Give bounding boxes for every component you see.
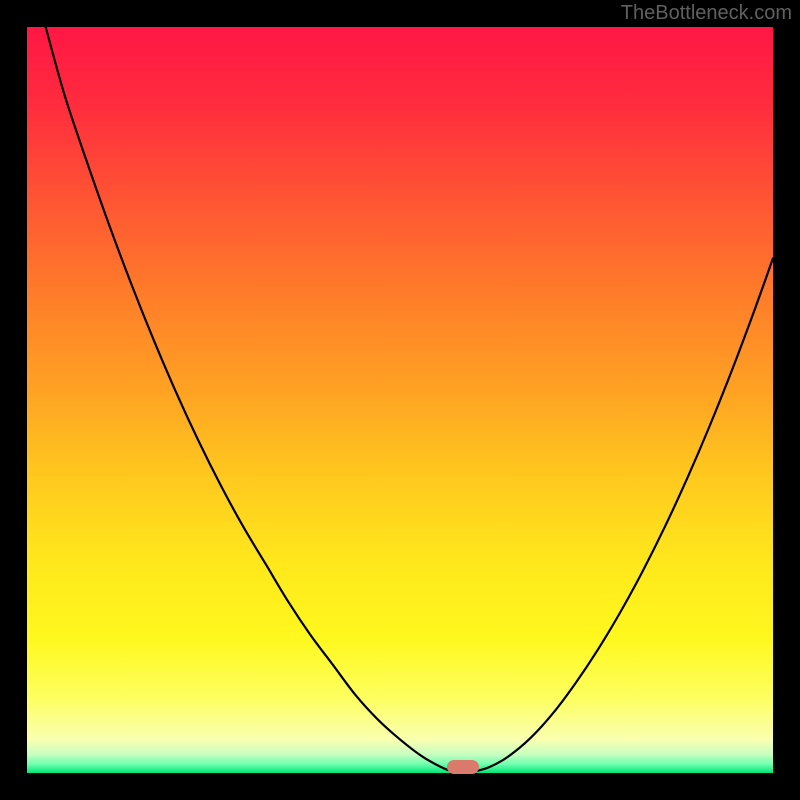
minimum-marker xyxy=(447,760,479,775)
plot-area xyxy=(27,27,773,773)
bottleneck-curve xyxy=(27,27,773,773)
watermark-text: TheBottleneck.com xyxy=(621,2,792,25)
chart-container: TheBottleneck.com xyxy=(0,0,800,800)
